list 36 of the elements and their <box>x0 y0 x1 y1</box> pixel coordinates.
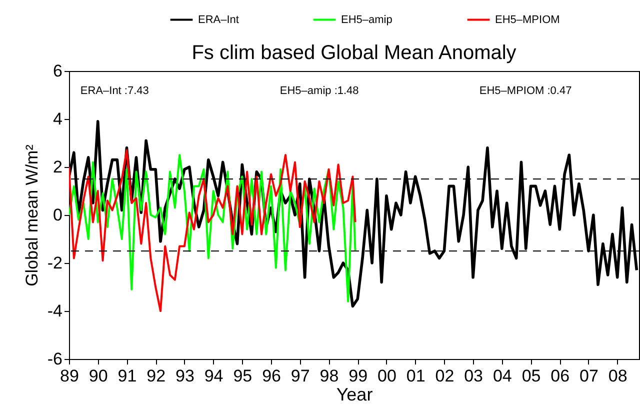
annotation: EH5–MPIOM :0.47 <box>479 85 572 97</box>
y-tick-label: 2 <box>53 158 62 176</box>
x-tick-label: 02 <box>435 366 454 386</box>
x-tick-label: 04 <box>492 366 512 386</box>
x-tick-label: 90 <box>88 366 108 386</box>
x-tick-label: 96 <box>262 366 281 386</box>
x-tick-label: 03 <box>464 366 484 386</box>
x-tick-label: 08 <box>608 366 628 386</box>
x-axis-title: Year <box>336 384 373 404</box>
chart-title: Fs clim based Global Mean Anomaly <box>192 42 516 64</box>
x-tick-label: 95 <box>233 366 252 386</box>
x-tick-label: 07 <box>580 366 598 386</box>
y-tick-label: -6 <box>47 350 62 368</box>
x-tick-label: 05 <box>522 366 541 386</box>
x-tick-label: 00 <box>378 366 396 386</box>
x-tick-label: 97 <box>290 366 310 386</box>
x-tick-label: 01 <box>406 366 426 386</box>
x-tick-label: 91 <box>118 366 137 386</box>
x-tick-label: 93 <box>175 366 194 386</box>
y-axis-title: Global mean W/m² <box>22 144 42 286</box>
y-tick-label: 0 <box>53 206 62 224</box>
legend-label: ERA–Int <box>198 14 239 26</box>
x-tick-label: 89 <box>60 366 79 386</box>
y-tick-label: 6 <box>53 62 62 80</box>
y-tick-label: 4 <box>53 110 62 128</box>
x-tick-label: 92 <box>146 366 166 386</box>
y-tick-label: -2 <box>47 254 62 272</box>
x-tick-label: 98 <box>320 366 339 386</box>
x-tick-label: 99 <box>348 366 368 386</box>
legend-label: EH5–amip <box>341 14 392 26</box>
annotation: EH5–amip :1.48 <box>280 85 359 97</box>
y-tick-label: -4 <box>47 302 62 320</box>
x-tick-label: 94 <box>204 366 224 386</box>
annotation: ERA–Int :7.43 <box>80 85 149 97</box>
legend-label: EH5–MPIOM <box>495 14 560 26</box>
x-tick-label: 06 <box>550 366 570 386</box>
